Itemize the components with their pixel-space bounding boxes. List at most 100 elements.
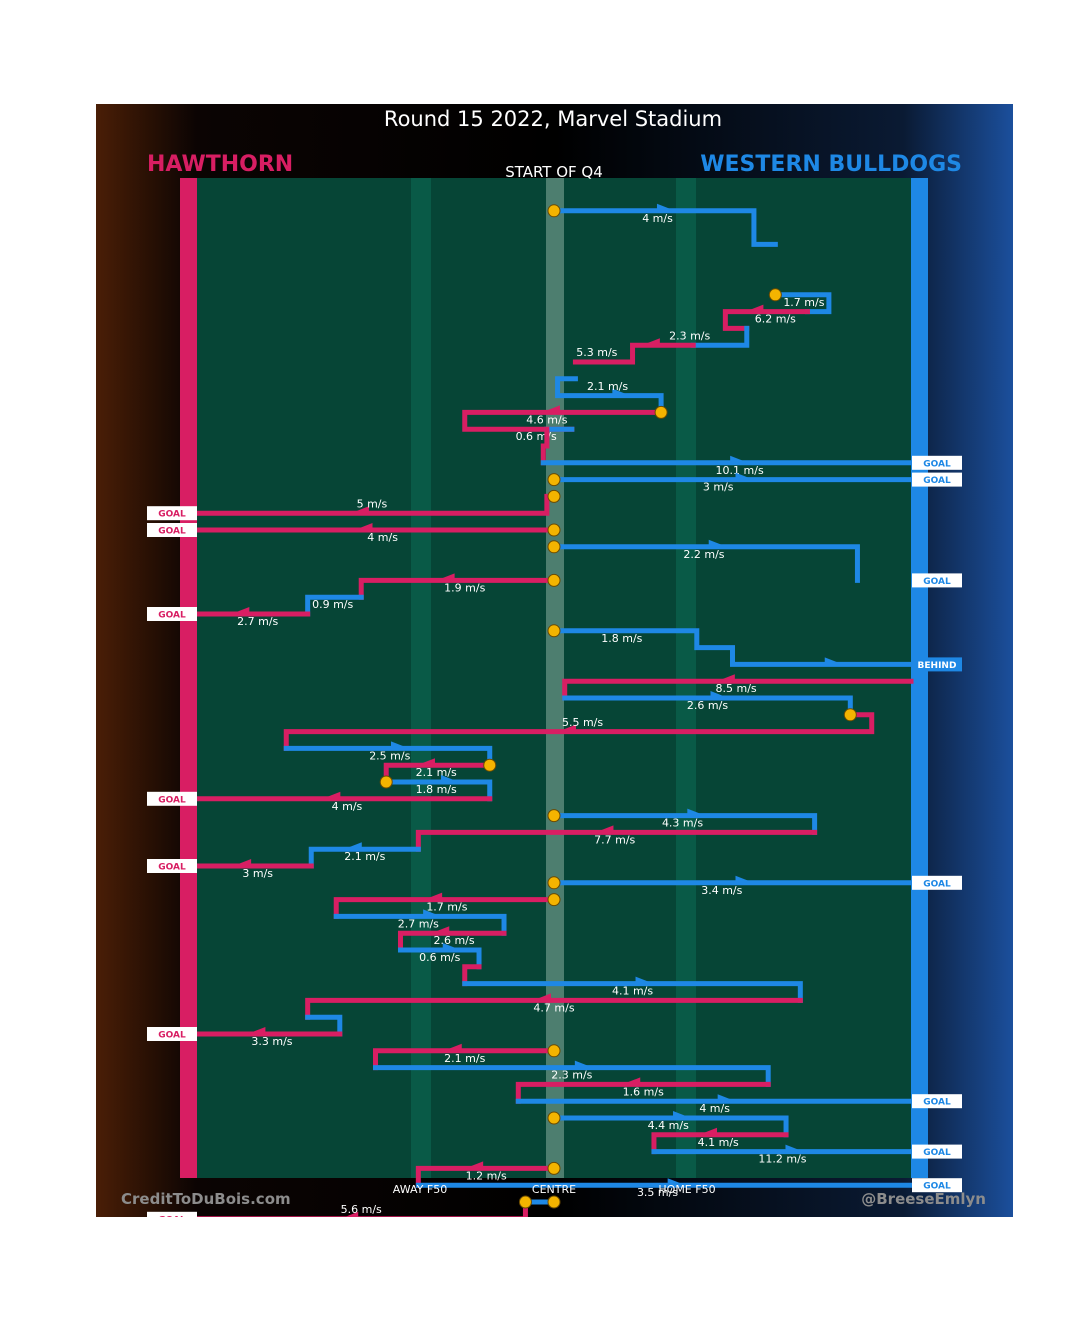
chain-speed-label: 1.8 m/s bbox=[416, 783, 457, 796]
home-f50-band bbox=[676, 178, 696, 1178]
outcome-badge bbox=[912, 1144, 962, 1159]
outcome-label: GOAL bbox=[923, 459, 951, 469]
chain-arrow bbox=[557, 724, 576, 732]
chain-start-marker bbox=[547, 1044, 561, 1058]
chain-arrow bbox=[745, 304, 764, 312]
chain-start-marker bbox=[547, 523, 561, 537]
outcome-badge bbox=[147, 859, 197, 873]
chart-frame: Round 15 2022, Marvel Stadium HAWTHORN W… bbox=[96, 104, 1013, 1243]
chain-speed-label: 4.4 m/s bbox=[648, 1119, 689, 1132]
chain-path bbox=[572, 342, 696, 365]
chain-path bbox=[540, 426, 550, 466]
chain-speed-label: 5.5 m/s bbox=[562, 716, 603, 729]
outcome-badge bbox=[147, 791, 197, 806]
chain-path bbox=[690, 325, 750, 348]
outcome-label: GOAL bbox=[923, 1148, 951, 1158]
chain-speed-label: 3.4 m/s bbox=[701, 884, 742, 897]
chain-path bbox=[551, 813, 818, 835]
chain-path bbox=[462, 409, 664, 432]
chain-arrow bbox=[541, 405, 560, 413]
chain-speed-label: 1.8 m/s bbox=[601, 632, 642, 645]
chain-start-marker bbox=[843, 708, 857, 722]
chain-arrow bbox=[423, 909, 442, 917]
chain-path bbox=[722, 309, 810, 331]
chain-speed-label: 11.2 m/s bbox=[758, 1153, 806, 1166]
chain-arrow bbox=[390, 741, 409, 749]
chain-speed-label: 2.2 m/s bbox=[683, 548, 724, 561]
chain-path bbox=[415, 829, 818, 852]
chain-start-marker bbox=[547, 489, 561, 503]
outcome-badge bbox=[912, 1094, 962, 1109]
chain-start-marker bbox=[547, 809, 561, 823]
chain-speed-label: 1.2 m/s bbox=[466, 1169, 507, 1182]
chain-path bbox=[551, 628, 914, 667]
outcome-badge bbox=[912, 657, 962, 672]
centre-label: CENTRE bbox=[532, 1183, 576, 1196]
chain-speed-label: 4.1 m/s bbox=[698, 1136, 739, 1149]
chain-speed-label: 8.5 m/s bbox=[715, 682, 756, 695]
chain-speed-label: 4 m/s bbox=[367, 531, 398, 544]
chain-arrow bbox=[730, 455, 749, 463]
chain-arrow bbox=[247, 1027, 266, 1034]
chain-speed-label: 1.7 m/s bbox=[783, 296, 824, 309]
chain-path bbox=[555, 376, 664, 415]
chain-path bbox=[462, 981, 803, 1003]
chain-speed-label: 4.1 m/s bbox=[612, 985, 653, 998]
chain-arrow bbox=[436, 573, 455, 581]
chain-speed-label: 0.9 m/s bbox=[312, 598, 353, 611]
chain-start-marker bbox=[654, 405, 668, 419]
chain-chart: Round 15 2022, Marvel Stadium HAWTHORN W… bbox=[96, 104, 1013, 1243]
chain-arrow bbox=[699, 1127, 718, 1135]
chain-path bbox=[551, 544, 860, 583]
outcome-badge bbox=[912, 875, 962, 890]
outcome-badge bbox=[912, 455, 962, 470]
chain-arrow bbox=[442, 943, 461, 950]
chain-speed-label: 2.7 m/s bbox=[237, 615, 278, 628]
chain-start-marker bbox=[547, 573, 561, 587]
chain-path bbox=[308, 846, 421, 869]
chain-path bbox=[515, 1081, 771, 1104]
chain-arrow bbox=[622, 1077, 641, 1085]
hawthorn-sidebar bbox=[180, 178, 197, 1178]
chain-path bbox=[373, 1065, 771, 1087]
chain-arrow bbox=[424, 892, 443, 900]
outcome-badge bbox=[147, 1027, 197, 1041]
chain-arrow bbox=[687, 808, 706, 816]
chain-arrow bbox=[465, 1161, 484, 1169]
chain-arrow bbox=[343, 842, 362, 850]
chain-arrow bbox=[656, 203, 675, 211]
outcome-badge bbox=[147, 506, 197, 521]
chain-arrow bbox=[717, 1094, 736, 1102]
outcome-badge bbox=[912, 472, 962, 487]
chain-speed-label: 10.1 m/s bbox=[716, 464, 764, 477]
chain-speed-label: 0.6 m/s bbox=[516, 430, 557, 443]
chain-speed-label: 2.1 m/s bbox=[587, 380, 628, 393]
chain-arrow bbox=[635, 976, 654, 984]
chain-speed-label: 4.7 m/s bbox=[533, 1001, 574, 1014]
chain-speed-label: 2.3 m/s bbox=[551, 1069, 592, 1082]
chain-arrow bbox=[612, 388, 631, 396]
chain-arrow bbox=[785, 1144, 804, 1152]
outcome-label: GOAL bbox=[923, 879, 951, 889]
chain-speed-label: 4 m/s bbox=[642, 212, 673, 225]
chain-speed-label: 2.5 m/s bbox=[369, 749, 410, 762]
chain-path bbox=[383, 779, 493, 802]
chain-path bbox=[462, 964, 482, 987]
chain-arrow bbox=[431, 926, 450, 934]
chain-speed-label: 2.1 m/s bbox=[416, 766, 457, 779]
chain-start-marker bbox=[547, 624, 561, 638]
chain-arrow bbox=[443, 1043, 462, 1051]
chain-arrow bbox=[667, 1178, 686, 1186]
chain-arrow bbox=[354, 523, 373, 530]
chain-start-marker bbox=[547, 1161, 561, 1175]
chain-speed-label: 3.3 m/s bbox=[251, 1035, 292, 1048]
chain-speed-label: 5.6 m/s bbox=[341, 1203, 382, 1216]
chain-speed-label: 2.6 m/s bbox=[433, 934, 474, 947]
outcome-label: BEHIND bbox=[918, 661, 957, 671]
chain-start-marker bbox=[547, 876, 561, 890]
chain-arrow bbox=[735, 875, 754, 883]
chain-path bbox=[415, 1165, 557, 1188]
chain-arrow bbox=[824, 657, 843, 665]
chain-speed-label: 1.7 m/s bbox=[426, 901, 467, 914]
chain-start-marker bbox=[547, 1195, 561, 1209]
